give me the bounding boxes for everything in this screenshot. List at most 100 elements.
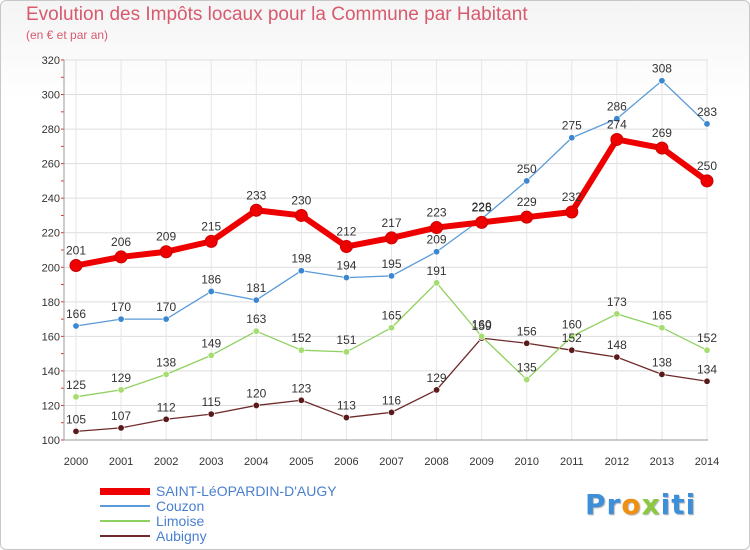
y-tick-label: 240 <box>42 193 60 205</box>
y-tick-label: 220 <box>42 228 60 240</box>
logo-part-iti: iti <box>660 488 697 521</box>
logo-part-o: o <box>621 488 642 521</box>
data-point <box>613 310 621 318</box>
data-point <box>252 296 260 304</box>
data-point <box>658 370 666 378</box>
data-label: 163 <box>246 312 266 326</box>
y-tick-label: 160 <box>42 331 60 343</box>
data-label: 160 <box>472 317 492 331</box>
data-point <box>565 205 579 219</box>
data-label: 138 <box>156 355 176 369</box>
data-point <box>433 248 441 256</box>
data-point <box>658 77 666 85</box>
legend-swatch <box>100 520 150 522</box>
data-label: 125 <box>66 378 86 392</box>
data-label: 165 <box>652 309 672 323</box>
data-label: 209 <box>427 233 447 247</box>
y-tick-label: 180 <box>42 297 60 309</box>
data-label: 151 <box>336 333 356 347</box>
y-tick-label: 300 <box>42 90 60 102</box>
x-tick-label: 2011 <box>560 456 584 468</box>
logo-part-pr: Pr <box>585 488 622 521</box>
data-label: 201 <box>66 244 86 258</box>
data-point <box>159 245 173 259</box>
x-tick-label: 2012 <box>605 456 629 468</box>
data-point <box>613 353 621 361</box>
x-tick-label: 2001 <box>109 456 133 468</box>
data-label: 135 <box>517 361 537 375</box>
chart-legend: SAINT-LéOPARDIN-D'AUGY Couzon Limoise Aubig… <box>100 484 337 544</box>
data-label: 160 <box>562 317 582 331</box>
data-label: 113 <box>337 399 356 413</box>
legend-swatch <box>100 535 150 537</box>
data-label: 115 <box>202 395 221 409</box>
x-tick-label: 2006 <box>334 456 358 468</box>
data-label: 275 <box>562 119 582 133</box>
data-point <box>162 415 170 423</box>
data-point <box>297 267 305 275</box>
data-point <box>568 346 576 354</box>
data-label: 228 <box>472 200 492 214</box>
data-point <box>568 134 576 142</box>
legend-swatch <box>100 488 150 495</box>
y-tick-label: 100 <box>42 435 60 447</box>
legend-label: SAINT-LéOPARDIN-D'AUGY <box>156 483 337 499</box>
data-label: 156 <box>517 324 537 338</box>
data-point <box>658 324 666 332</box>
data-point <box>114 250 128 264</box>
data-label: 170 <box>111 300 131 314</box>
y-tick-label: 120 <box>42 400 60 412</box>
data-label: 107 <box>111 409 131 423</box>
data-point <box>385 231 398 245</box>
data-label: 206 <box>111 235 131 249</box>
data-label: 269 <box>652 126 672 140</box>
data-label: 129 <box>111 371 131 385</box>
data-point <box>703 120 711 128</box>
data-point <box>207 351 215 359</box>
data-label: 120 <box>246 386 266 400</box>
data-label: 123 <box>291 381 311 395</box>
data-point <box>613 115 621 123</box>
data-point <box>523 177 531 185</box>
proxiti-logo: Proxiti <box>585 488 696 521</box>
data-label: 226 <box>472 200 492 214</box>
data-point <box>430 221 444 235</box>
data-point <box>703 377 711 385</box>
data-point <box>72 393 80 401</box>
x-tick-label: 2004 <box>244 456 268 468</box>
data-label: 308 <box>652 62 672 76</box>
data-label: 166 <box>66 307 86 321</box>
data-label: 230 <box>291 193 311 207</box>
data-label: 232 <box>562 190 582 204</box>
data-point <box>72 427 80 435</box>
data-label: 181 <box>246 281 266 295</box>
data-point <box>252 327 260 335</box>
x-tick-label: 2008 <box>424 456 448 468</box>
data-label: 165 <box>381 309 401 323</box>
data-label: 116 <box>382 393 401 407</box>
logo-part-x: x <box>641 488 661 521</box>
x-tick-label: 2013 <box>650 456 674 468</box>
x-tick-label: 2000 <box>64 456 88 468</box>
x-tick-label: 2010 <box>514 456 538 468</box>
data-label: 159 <box>472 319 492 333</box>
data-point <box>610 132 624 146</box>
x-tick-label: 2009 <box>469 456 493 468</box>
data-label: 195 <box>381 257 401 271</box>
legend-item: Couzon <box>100 499 337 514</box>
data-point <box>339 240 353 254</box>
x-tick-label: 2014 <box>695 456 719 468</box>
data-point <box>162 370 170 378</box>
data-point <box>568 332 576 340</box>
legend-label: Aubigny <box>156 528 207 544</box>
data-point <box>162 315 170 323</box>
data-point <box>433 279 441 287</box>
data-point <box>520 210 534 224</box>
legend-swatch <box>100 505 150 507</box>
data-label: 152 <box>697 331 717 345</box>
data-point <box>117 315 125 323</box>
data-label: 186 <box>201 272 221 286</box>
data-label: 191 <box>427 264 447 278</box>
data-point <box>703 346 711 354</box>
